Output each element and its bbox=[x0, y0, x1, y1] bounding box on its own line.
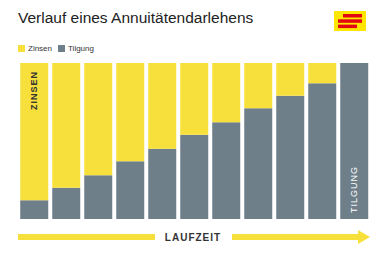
svg-text:LAUFZEIT: LAUFZEIT bbox=[165, 232, 221, 243]
html-text:Tilgung: Tilgung bbox=[68, 44, 94, 53]
svg-text:TILGUNG: TILGUNG bbox=[349, 166, 359, 213]
html-text:Zinsen: Zinsen bbox=[28, 44, 52, 53]
html-text:Verlauf eines Annuitätendarleh: Verlauf eines Annuitätendarlehens bbox=[18, 9, 254, 26]
svg-text:ZINSEN: ZINSEN bbox=[29, 71, 39, 110]
